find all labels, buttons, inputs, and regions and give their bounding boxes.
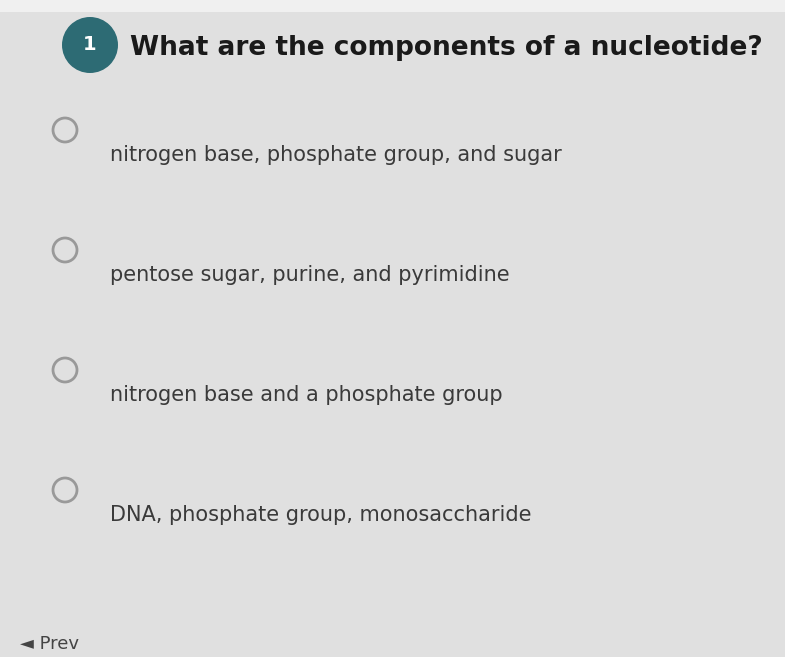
Circle shape [53, 238, 77, 262]
Text: ◄ Prev: ◄ Prev [20, 635, 79, 653]
Text: 1: 1 [83, 35, 97, 55]
Circle shape [53, 478, 77, 502]
Circle shape [62, 17, 118, 73]
Text: nitrogen base and a phosphate group: nitrogen base and a phosphate group [110, 385, 502, 405]
Text: DNA, phosphate group, monosaccharide: DNA, phosphate group, monosaccharide [110, 505, 531, 525]
Text: nitrogen base, phosphate group, and sugar: nitrogen base, phosphate group, and suga… [110, 145, 562, 165]
Text: pentose sugar, purine, and pyrimidine: pentose sugar, purine, and pyrimidine [110, 265, 509, 285]
Circle shape [53, 118, 77, 142]
Circle shape [53, 358, 77, 382]
Bar [0, 0, 785, 12]
Text: What are the components of a nucleotide?: What are the components of a nucleotide? [130, 35, 763, 61]
